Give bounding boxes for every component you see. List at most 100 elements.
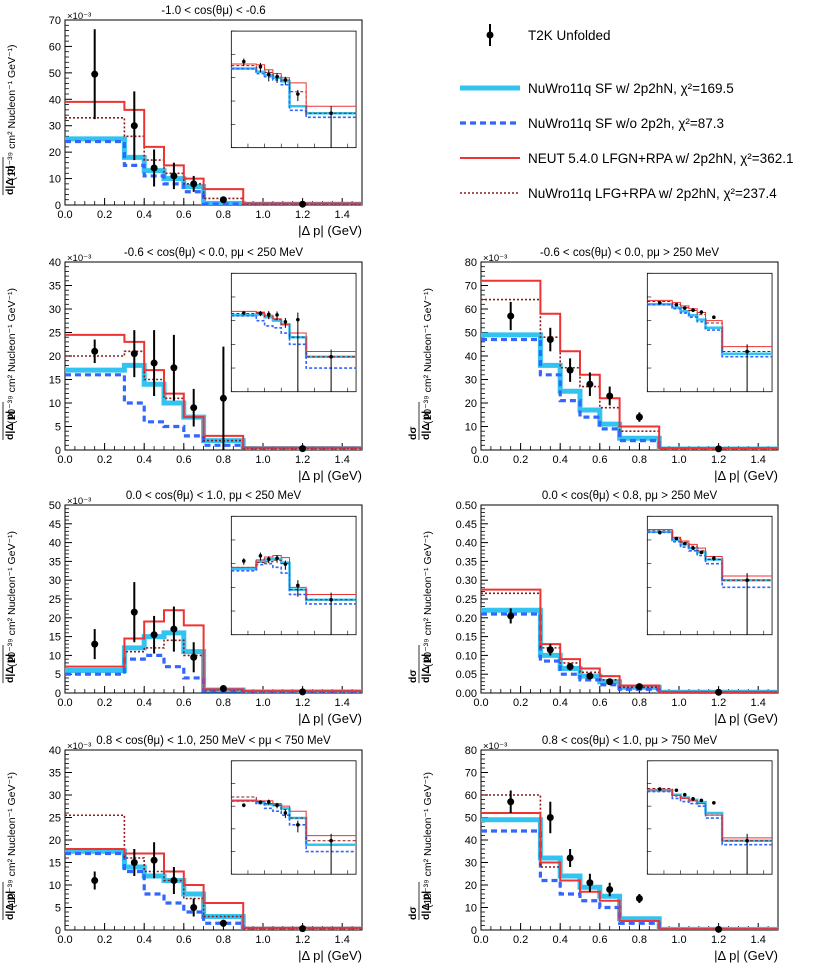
y-tick-label: 10: [465, 903, 477, 915]
inset-data-point: [283, 319, 288, 324]
histogram-1: [481, 332, 778, 450]
inset-data-point: [657, 300, 662, 305]
y-tick-label: 10: [49, 174, 61, 186]
log-inset: [646, 515, 773, 636]
y-exponent: ×10⁻³: [67, 741, 91, 752]
data-point: [190, 180, 198, 188]
x-tick-label: 0.6: [592, 454, 607, 466]
inset-data-point: [682, 792, 687, 797]
inset-frame: [646, 760, 773, 875]
x-tick-label: 1.2: [711, 697, 726, 709]
y-tick-label: 70: [49, 15, 61, 27]
y-tick-label: 30: [49, 790, 61, 802]
inset-data-point: [691, 308, 695, 312]
y-tick-label: 0.00: [456, 688, 477, 700]
inset-data-point: [691, 546, 695, 550]
x-tick-label: 1.2: [295, 209, 310, 221]
y-axis-numerator: dσ: [407, 426, 419, 440]
data-point: [91, 347, 99, 355]
inset-histogram-1: [647, 303, 773, 356]
panel-3: -0.6 < cos(θμ) < 0.0, pμ > 250 MeV ×10⁻³ 0…: [407, 247, 779, 483]
y-tick-label: 10: [49, 650, 61, 662]
log-inset: [230, 30, 357, 149]
histogram-2: [65, 373, 362, 450]
data-point: [566, 854, 574, 862]
panel-1: -1.0 < cos(θμ) < -0.6 ×10⁻³ 0 10 20 30 40 50 60 7…: [0, 5, 363, 238]
y-tick-label: 20: [465, 398, 477, 410]
inset-data-point: [241, 311, 246, 315]
y-axis-numerator: dσ: [0, 669, 3, 683]
panel-title: 0.8 < cos(θμ) < 1.0, 250 MeV < pμ < 750 …: [96, 735, 331, 747]
y-tick-label: 30: [465, 858, 477, 870]
data-point: [170, 172, 178, 180]
y-tick-label: 50: [465, 813, 477, 825]
inset-data-point: [682, 306, 687, 310]
data-point: [170, 364, 178, 372]
data-point: [150, 856, 158, 864]
x-tick-label: 1.2: [711, 934, 726, 946]
x-tick-label: 0.8: [216, 454, 231, 466]
data-point: [635, 413, 643, 421]
data-point: [130, 350, 138, 358]
y-axis-units: (10⁻³⁹ cm² Nucleon⁻¹ GeV⁻¹): [422, 531, 434, 667]
y-tick-label: 50: [49, 500, 61, 512]
y-tick-label: 60: [465, 304, 477, 316]
x-axis-label: |Δ p| (GeV): [298, 711, 362, 726]
legend-label: NuWro11q LFG+RPA w/ 2p2hN, χ²=237.4: [528, 186, 777, 201]
histogram-3: [481, 588, 778, 693]
data-point: [586, 879, 594, 887]
x-tick-label: 1.2: [711, 454, 726, 466]
x-tick-label: 0.4: [137, 934, 152, 946]
y-tick-label: 70: [465, 768, 477, 780]
x-tick-label: 0.2: [513, 697, 528, 709]
y-tick-label: 20: [49, 835, 61, 847]
inset-data-point: [258, 64, 263, 69]
inset-data-point: [241, 559, 246, 563]
data-point: [606, 886, 614, 893]
inset-data-point: [657, 787, 662, 791]
y-exponent: ×10⁻³: [67, 496, 91, 507]
y-tick-label: 15: [49, 858, 61, 870]
x-tick-label: 1.0: [671, 934, 686, 946]
inset-data-point: [674, 536, 679, 541]
inset-data-point: [745, 838, 749, 843]
x-tick-label: 0.4: [553, 934, 568, 946]
data-point: [219, 919, 227, 927]
y-tick-label: 0.20: [456, 613, 477, 625]
legend-label: NEUT 5.4.0 LFGN+RPA w/ 2p2hN, χ²=362.1: [528, 151, 793, 166]
data-point: [219, 394, 227, 402]
data-point: [91, 877, 99, 884]
x-tick-label: 0.6: [592, 934, 607, 946]
histogram-4: [481, 298, 778, 450]
y-tick-label: 0.05: [456, 669, 477, 681]
y-tick-label: 45: [49, 519, 61, 531]
y-exponent: ×10⁻³: [483, 253, 507, 264]
data-point: [190, 904, 198, 911]
y-axis-units: (10⁻³⁹ cm² Nucleon⁻¹ GeV⁻¹): [422, 772, 434, 908]
inset-data-point: [266, 800, 271, 804]
y-tick-label: 10: [465, 422, 477, 434]
y-tick-label: 60: [49, 41, 61, 53]
x-tick-label: 0.4: [137, 454, 152, 466]
data-point: [91, 70, 99, 78]
y-tick-label: 10: [49, 880, 61, 892]
inset-data-point: [712, 315, 716, 319]
legend-label: T2K Unfolded: [528, 28, 611, 43]
y-tick-label: 25: [49, 328, 61, 340]
x-tick-label: 0.8: [632, 697, 647, 709]
y-tick-label: 40: [465, 835, 477, 847]
x-tick-label: 0.6: [176, 209, 191, 221]
data-point: [130, 608, 138, 616]
histogram-4: [65, 814, 362, 930]
x-tick-label: 0.2: [513, 934, 528, 946]
x-tick-label: 0.0: [473, 454, 488, 466]
inset-data-point: [691, 797, 695, 801]
inset-data-point: [674, 788, 679, 793]
y-tick-label: 10: [49, 398, 61, 410]
inset-data-point: [657, 530, 662, 535]
y-axis-label: (10⁻³⁹ cm² Nucleon⁻¹ GeV⁻¹)dσ d|Δ p|: [407, 772, 434, 920]
y-tick-label: 30: [465, 375, 477, 387]
inset-data-point: [258, 553, 263, 558]
panel-title: 0.0 < cos(θμ) < 1.0, pμ < 250 MeV: [126, 490, 302, 502]
inset-histogram-2: [231, 315, 357, 369]
